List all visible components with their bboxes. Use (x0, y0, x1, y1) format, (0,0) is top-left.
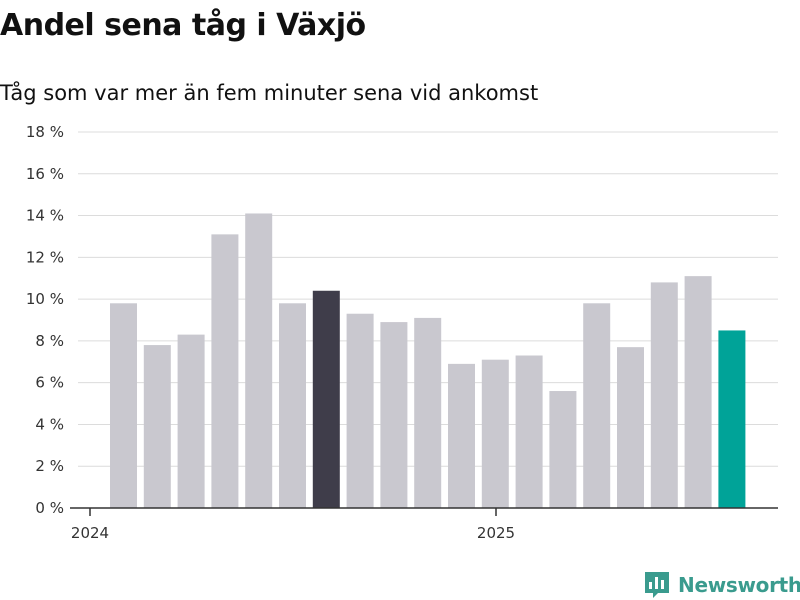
x-axis: 2024 2025 (70, 507, 778, 542)
bar-chart: 0 % 2 % 4 % 6 % 8 % 10 % 12 % 14 % 16 % 18 % 2024… (26, 123, 778, 542)
bar-2024-03 (177, 334, 205, 508)
brand-name: Newsworthy (678, 573, 800, 597)
bar-2025-05 (650, 282, 678, 508)
bar-2024-08 (346, 313, 374, 508)
y-tick-label: 12 % (26, 248, 64, 266)
y-tick-label: 6 % (35, 374, 64, 392)
bar-2024-01 (110, 303, 137, 508)
bar-2025-07 (718, 330, 746, 508)
bar-2025-04 (617, 347, 644, 508)
x-tick-label: 2025 (477, 524, 515, 542)
bar-2024-02 (143, 345, 171, 508)
y-tick-label: 14 % (26, 207, 64, 225)
bar-2025-03 (583, 303, 611, 508)
y-tick-label: 16 % (26, 165, 64, 183)
bar-2024-04 (211, 234, 239, 508)
bar-2024-12 (481, 359, 509, 508)
y-tick-label: 4 % (35, 415, 64, 433)
bar-2024-05 (245, 213, 273, 508)
bar-2025-02 (549, 391, 577, 508)
y-tick-label: 8 % (35, 332, 64, 350)
y-tick-label: 18 % (26, 123, 64, 141)
bars (110, 213, 746, 508)
newsworthy-logo-icon (645, 572, 669, 598)
bar-2024-07 (312, 290, 340, 508)
y-tick-label: 2 % (35, 457, 64, 475)
bar-2024-10 (414, 317, 442, 508)
chart-title: Andel sena tåg i Växjö (0, 8, 366, 43)
y-tick-label: 0 % (35, 499, 64, 517)
bar-2025-01 (515, 355, 543, 508)
bar-2024-11 (448, 363, 475, 508)
x-tick-label: 2024 (71, 524, 109, 542)
chart-subtitle: Tåg som var mer än fem minuter sena vid … (0, 81, 539, 105)
bar-2024-06 (279, 303, 306, 508)
brand-logo: Newsworthy (644, 570, 800, 600)
y-tick-label: 10 % (26, 290, 64, 308)
y-axis-labels: 0 % 2 % 4 % 6 % 8 % 10 % 12 % 14 % 16 % 18 % (26, 123, 64, 517)
bar-2025-06 (684, 276, 712, 508)
bar-2024-09 (380, 322, 408, 508)
